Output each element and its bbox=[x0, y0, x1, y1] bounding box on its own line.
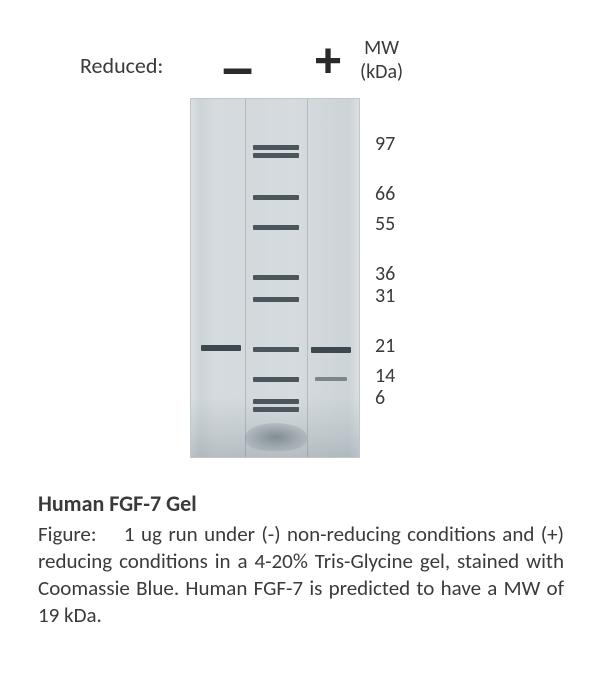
ladder-band bbox=[253, 153, 299, 158]
ladder-band bbox=[253, 275, 299, 280]
gel-image bbox=[190, 98, 360, 458]
mw-label: 14 bbox=[375, 364, 395, 388]
lane-edge bbox=[307, 99, 308, 457]
lane-edge bbox=[245, 99, 246, 457]
mw-label: 55 bbox=[375, 212, 395, 236]
sample-band-plus-faint bbox=[315, 377, 347, 381]
gel-background bbox=[190, 98, 360, 458]
caption-body: Figure: 1 ug run under (-) non-reducing … bbox=[38, 521, 564, 629]
minus-symbol: – bbox=[222, 34, 253, 99]
mw-header-line1: MW bbox=[360, 36, 403, 60]
ladder-band bbox=[253, 225, 299, 230]
mw-label: 36 bbox=[375, 262, 395, 286]
sample-band-plus bbox=[311, 347, 351, 353]
caption-title: Human FGF-7 Gel bbox=[38, 490, 564, 517]
reduced-label: Reduced: bbox=[80, 52, 163, 79]
ladder-band bbox=[253, 399, 299, 404]
sample-band-minus bbox=[201, 345, 241, 351]
ladder-band bbox=[253, 297, 299, 302]
mw-label: 6 bbox=[375, 386, 385, 410]
ladder-band bbox=[253, 377, 299, 382]
mw-scale: 97 66 55 3631 21 146 bbox=[375, 98, 435, 458]
dye-front bbox=[245, 423, 307, 451]
ladder-band bbox=[253, 407, 299, 412]
mw-label: 21 bbox=[375, 334, 395, 358]
gel-header: Reduced: – + MW (kDa) bbox=[60, 30, 540, 100]
ladder-band bbox=[253, 145, 299, 150]
mw-header-line2: (kDa) bbox=[360, 60, 403, 84]
plus-symbol: + bbox=[314, 34, 342, 89]
mw-header: MW (kDa) bbox=[360, 36, 403, 84]
figure-area: Reduced: – + MW (kDa) 97 66 55 3631 21 146 bbox=[60, 30, 540, 470]
ladder-band bbox=[253, 195, 299, 200]
ladder-band bbox=[253, 347, 299, 352]
mw-label: 31 bbox=[375, 284, 395, 308]
figure-caption: Human FGF-7 Gel Figure: 1 ug run under (… bbox=[38, 490, 564, 629]
mw-label: 66 bbox=[375, 182, 395, 206]
mw-label: 97 bbox=[375, 132, 395, 156]
